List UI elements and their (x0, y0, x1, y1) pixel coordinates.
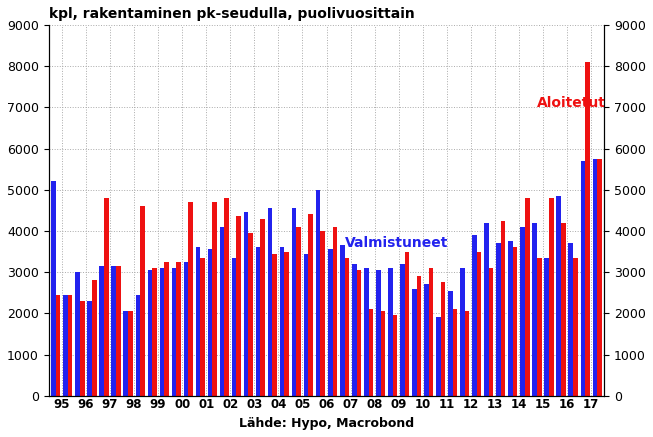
Bar (520, 227, 525, 396)
Bar (556, 196, 561, 396)
Bar (496, 243, 501, 396)
Bar (429, 268, 434, 396)
X-axis label: Lähde: Hypo, Macrobond: Lähde: Hypo, Macrobond (239, 417, 414, 430)
Bar (417, 276, 421, 396)
Bar (472, 235, 477, 396)
Bar (316, 190, 321, 396)
Bar (485, 223, 489, 396)
Bar (244, 212, 248, 396)
Bar (424, 284, 429, 396)
Bar (368, 309, 373, 396)
Bar (489, 268, 494, 396)
Bar (116, 266, 121, 396)
Bar (172, 268, 176, 396)
Bar (56, 295, 61, 396)
Bar (292, 208, 296, 396)
Bar (513, 247, 517, 396)
Text: Aloitetut: Aloitetut (537, 96, 606, 110)
Bar (597, 159, 601, 396)
Bar (248, 233, 253, 396)
Bar (573, 258, 578, 396)
Bar (412, 288, 417, 396)
Bar (561, 223, 565, 396)
Bar (304, 253, 308, 396)
Bar (75, 272, 80, 396)
Bar (224, 198, 229, 396)
Bar (196, 247, 200, 396)
Bar (232, 258, 236, 396)
Bar (352, 264, 357, 396)
Bar (219, 227, 224, 396)
Bar (183, 262, 188, 396)
Bar (549, 198, 554, 396)
Bar (208, 250, 212, 396)
Bar (400, 264, 405, 396)
Bar (136, 295, 140, 396)
Bar (405, 252, 409, 396)
Bar (537, 258, 541, 396)
Bar (99, 266, 104, 396)
Text: kpl, rakentaminen pk-seudulla, puolivuosittain: kpl, rakentaminen pk-seudulla, puolivuos… (49, 7, 415, 21)
Bar (104, 198, 108, 396)
Bar (236, 216, 241, 396)
Bar (176, 262, 181, 396)
Bar (92, 281, 97, 396)
Bar (501, 221, 505, 396)
Bar (388, 268, 392, 396)
Bar (152, 268, 157, 396)
Bar (280, 247, 285, 396)
Bar (321, 231, 325, 396)
Bar (392, 316, 397, 396)
Bar (532, 223, 537, 396)
Bar (345, 258, 349, 396)
Bar (448, 291, 453, 396)
Bar (80, 301, 84, 396)
Bar (200, 258, 205, 396)
Bar (340, 245, 345, 396)
Bar (332, 227, 337, 396)
Bar (569, 243, 573, 396)
Bar (88, 301, 92, 396)
Bar (256, 247, 261, 396)
Bar (272, 253, 277, 396)
Bar (112, 266, 116, 396)
Bar (376, 270, 381, 396)
Bar (441, 282, 445, 396)
Bar (212, 202, 217, 396)
Bar (128, 311, 133, 396)
Bar (525, 198, 530, 396)
Bar (436, 317, 441, 396)
Bar (460, 268, 465, 396)
Bar (63, 295, 68, 396)
Bar (477, 252, 481, 396)
Bar (308, 215, 313, 396)
Bar (296, 227, 301, 396)
Bar (364, 268, 368, 396)
Bar (123, 311, 128, 396)
Bar (164, 262, 168, 396)
Bar (285, 252, 289, 396)
Text: Valmistuneet: Valmistuneet (345, 236, 448, 250)
Bar (261, 218, 265, 396)
Bar (581, 161, 585, 396)
Bar (159, 268, 164, 396)
Bar (68, 295, 72, 396)
Bar (508, 241, 513, 396)
Bar (465, 311, 470, 396)
Bar (268, 208, 272, 396)
Bar (140, 206, 145, 396)
Bar (52, 181, 56, 396)
Bar (188, 202, 193, 396)
Bar (328, 250, 332, 396)
Bar (381, 311, 385, 396)
Bar (148, 270, 152, 396)
Bar (357, 270, 361, 396)
Bar (453, 309, 457, 396)
Bar (592, 159, 597, 396)
Bar (585, 62, 590, 396)
Bar (545, 258, 549, 396)
